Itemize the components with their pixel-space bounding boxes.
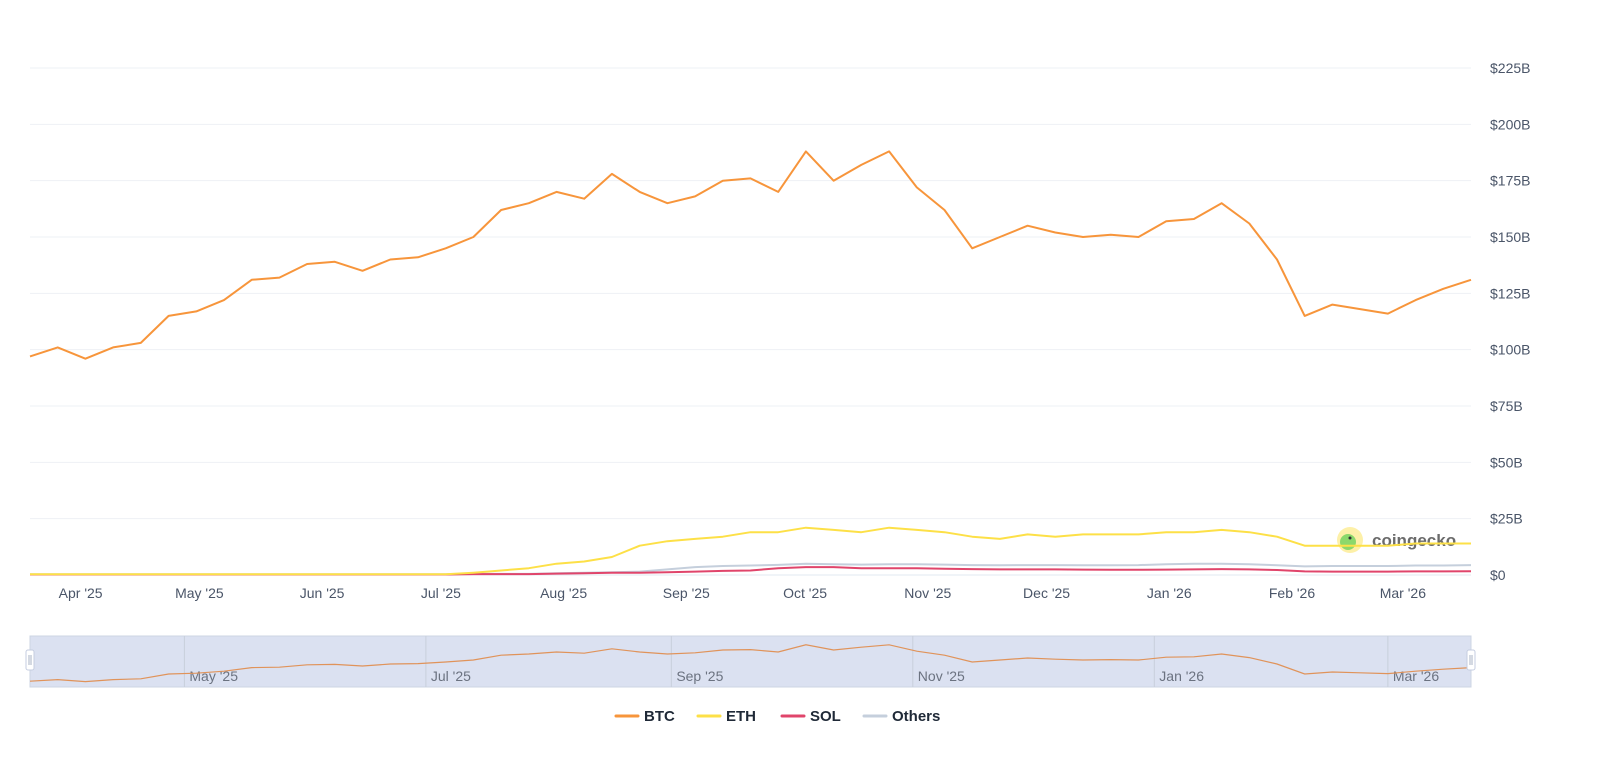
- x-tick-label: Nov '25: [904, 585, 951, 601]
- legend-item-btc[interactable]: BTC: [614, 708, 675, 725]
- navigator-selected-range: [29, 635, 1472, 688]
- y-tick-label: $150B: [1490, 229, 1530, 245]
- x-tick-label: Sep '25: [663, 585, 710, 601]
- navigator-left-handle[interactable]: [25, 649, 35, 671]
- x-tick-label: Mar '26: [1380, 585, 1426, 601]
- legend-label: ETH: [726, 708, 756, 725]
- legend-item-sol[interactable]: SOL: [780, 708, 841, 725]
- coingecko-watermark: coingecko: [1337, 527, 1456, 553]
- navigator-tick-label: May '25: [189, 668, 238, 684]
- navigator-btc-line: [29, 644, 1472, 683]
- y-tick-label: $100B: [1490, 342, 1530, 358]
- legend-item-eth[interactable]: ETH: [696, 708, 756, 725]
- watermark-text: coingecko: [1372, 531, 1456, 550]
- legend: BTC ETH SOL Others: [614, 708, 940, 725]
- x-tick-label: Dec '25: [1023, 585, 1070, 601]
- y-tick-label: $200B: [1490, 116, 1530, 132]
- x-axis: Apr '25 May '25 Jun '25 Jul '25 Aug '25 Sep '…: [59, 585, 1427, 601]
- y-tick-label: $225B: [1490, 60, 1530, 76]
- x-tick-label: Apr '25: [59, 585, 103, 601]
- series-line-btc: [29, 150, 1472, 360]
- coingecko-logo-icon: [1340, 534, 1356, 550]
- x-tick-label: Jun '25: [300, 585, 345, 601]
- navigator-tick-label: Jan '26: [1159, 668, 1204, 684]
- x-tick-label: Feb '26: [1269, 585, 1315, 601]
- y-tick-label: $25B: [1490, 511, 1523, 527]
- y-axis: $0 $25B $50B $75B $100B $125B $150B $175B $200B $…: [1490, 60, 1530, 583]
- legend-item-others[interactable]: Others: [862, 708, 940, 725]
- y-tick-label: $0: [1490, 567, 1506, 583]
- x-tick-label: Jul '25: [421, 585, 461, 601]
- navigator-right-handle[interactable]: [1466, 649, 1476, 671]
- series-line-eth: [30, 526, 1471, 576]
- navigator[interactable]: May '25 Jul '25 Sep '25 Nov '25 Jan '26 Mar '…: [25, 635, 1476, 688]
- x-tick-label: Oct '25: [783, 585, 827, 601]
- navigator-tick-label: Jul '25: [431, 668, 471, 684]
- navigator-tick-label: Nov '25: [918, 668, 965, 684]
- x-tick-label: Aug '25: [540, 585, 587, 601]
- y-tick-label: $50B: [1490, 454, 1523, 470]
- grid: [30, 67, 1471, 576]
- x-tick-label: May '25: [175, 585, 224, 601]
- navigator-tick-label: Sep '25: [676, 668, 723, 684]
- y-tick-label: $75B: [1490, 398, 1523, 414]
- coingecko-logo-eye: [1348, 536, 1352, 540]
- series-lines: [29, 150, 1472, 576]
- x-tick-label: Jan '26: [1147, 585, 1192, 601]
- legend-label: BTC: [644, 708, 675, 725]
- legend-label: SOL: [810, 708, 841, 725]
- y-tick-label: $175B: [1490, 173, 1530, 189]
- y-tick-label: $125B: [1490, 285, 1530, 301]
- legend-label: Others: [892, 708, 940, 725]
